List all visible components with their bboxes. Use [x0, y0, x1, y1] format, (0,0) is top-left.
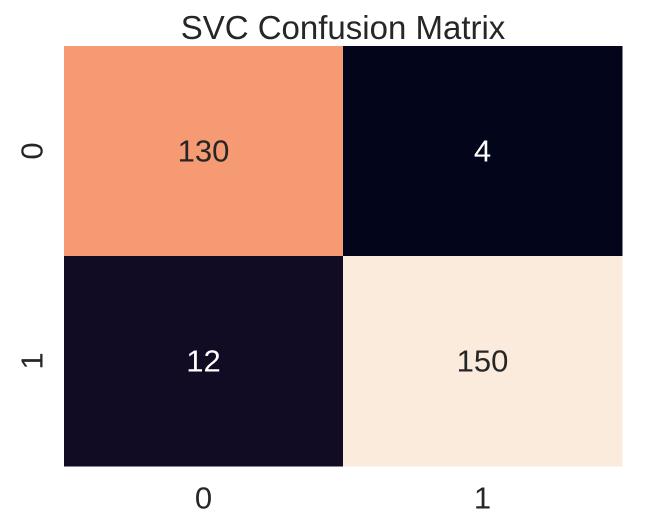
heatmap-cells — [64, 46, 623, 467]
heatmap-cell-r1-c1 — [343, 256, 623, 467]
heatmap-cell-r1-c0 — [64, 256, 344, 467]
cell-annotations: 130 4 12 150 — [178, 134, 509, 379]
cell-annotation-r1-c0: 12 — [186, 344, 220, 379]
heatmap-cell-r0-c1 — [343, 46, 623, 257]
cell-annotation-r1-c1: 150 — [457, 344, 509, 379]
heatmap-cell-r0-c0 — [64, 46, 344, 257]
y-tick-labels: 01 — [15, 142, 50, 369]
y-tick-label-1: 1 — [15, 352, 50, 369]
cell-annotation-r0-c1: 4 — [474, 134, 491, 169]
y-tick-label-0: 0 — [15, 142, 50, 159]
chart-title: SVC Confusion Matrix — [180, 9, 506, 46]
x-tick-label-0: 0 — [195, 481, 212, 516]
cell-annotation-r0-c0: 130 — [178, 134, 230, 169]
x-tick-label-1: 1 — [474, 481, 491, 516]
